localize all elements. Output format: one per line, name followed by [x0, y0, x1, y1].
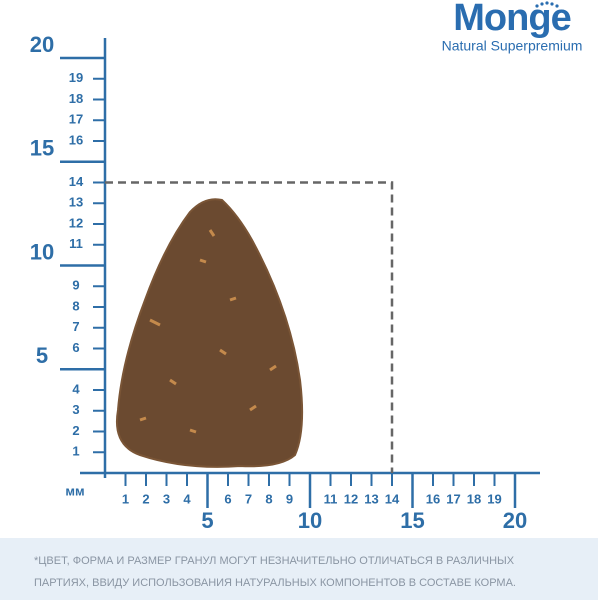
x-major-label: 15: [400, 508, 424, 533]
y-tick-label: 17: [69, 112, 83, 127]
x-tick-label: 17: [446, 491, 460, 506]
y-tick-label: 2: [72, 423, 79, 438]
x-tick-label: 3: [163, 491, 170, 506]
x-tick-label: 14: [385, 491, 400, 506]
x-tick-label: 4: [183, 491, 191, 506]
y-major-label: 20: [30, 32, 54, 57]
y-major-label: 10: [30, 239, 54, 264]
x-major-label: 5: [201, 508, 213, 533]
x-tick-label: 11: [324, 491, 338, 506]
ruler-graphic: Monge Natural Superpremium мм 1234678911…: [30, 0, 583, 533]
x-tick-label: 1: [122, 491, 129, 506]
x-tick-label: 6: [224, 491, 231, 506]
y-tick-label: 18: [69, 91, 83, 106]
y-tick-label: 9: [72, 278, 79, 293]
y-tick-label: 6: [72, 340, 79, 355]
x-tick-label: 18: [467, 491, 481, 506]
x-tick-label: 9: [286, 491, 293, 506]
y-major-label: 15: [30, 136, 54, 161]
y-tick-label: 11: [69, 236, 83, 251]
y-tick-label: 7: [72, 319, 79, 334]
y-tick-label: 1: [72, 444, 79, 459]
x-tick-label: 12: [344, 491, 358, 506]
y-tick-label: 4: [72, 381, 80, 396]
x-tick-label: 19: [487, 491, 501, 506]
kibble-texture: [139, 229, 277, 434]
unit-label: мм: [65, 483, 84, 498]
brand-tagline: Natural Superpremium: [442, 38, 583, 54]
y-tick-label: 19: [69, 70, 83, 85]
x-tick-label: 16: [426, 491, 440, 506]
x-tick-label: 13: [364, 491, 378, 506]
x-major-label: 10: [298, 508, 322, 533]
x-tick-label: 8: [265, 491, 272, 506]
disclaimer: *ЦВЕТ, ФОРМА И РАЗМЕР ГРАНУЛ МОГУТ НЕЗНА…: [0, 538, 598, 600]
kibble: [116, 198, 304, 468]
y-tick-label: 3: [72, 402, 79, 417]
y-tick-label: 8: [72, 298, 79, 313]
crown: [535, 1, 559, 8]
y-tick-label: 16: [69, 132, 83, 147]
brand-name: Monge: [453, 0, 570, 39]
y-tick-label: 13: [69, 195, 83, 210]
y-major-label: 5: [36, 343, 48, 368]
size-box: [105, 181, 394, 473]
x-tick-label: 2: [142, 491, 149, 506]
y-tick-label: 14: [69, 174, 84, 189]
x-major-label: 20: [503, 508, 527, 533]
x-tick-label: 7: [245, 491, 252, 506]
y-tick-label: 12: [69, 215, 83, 230]
